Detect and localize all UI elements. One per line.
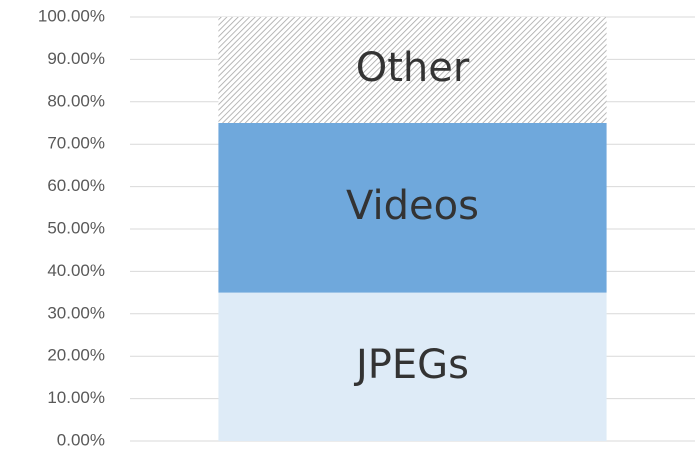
bar-segment — [218, 123, 607, 293]
y-tick-label: 0.00% — [57, 430, 105, 449]
y-tick-label: 60.00% — [47, 176, 105, 195]
segment-label: JPEGs — [353, 342, 469, 388]
segment-label: Videos — [346, 183, 479, 229]
y-tick-label: 30.00% — [47, 303, 105, 322]
y-tick-label: 70.00% — [47, 134, 105, 153]
y-tick-label: 20.00% — [47, 346, 105, 365]
y-tick-label: 100.00% — [38, 6, 105, 25]
y-tick-label: 90.00% — [47, 49, 105, 68]
bar-segment — [218, 17, 607, 123]
y-tick-label: 10.00% — [47, 388, 105, 407]
y-tick-label: 80.00% — [47, 91, 105, 110]
bar-segment — [218, 292, 607, 441]
y-tick-label: 40.00% — [47, 261, 105, 280]
y-tick-label: 50.00% — [47, 218, 105, 237]
segment-label: Other — [356, 45, 470, 91]
